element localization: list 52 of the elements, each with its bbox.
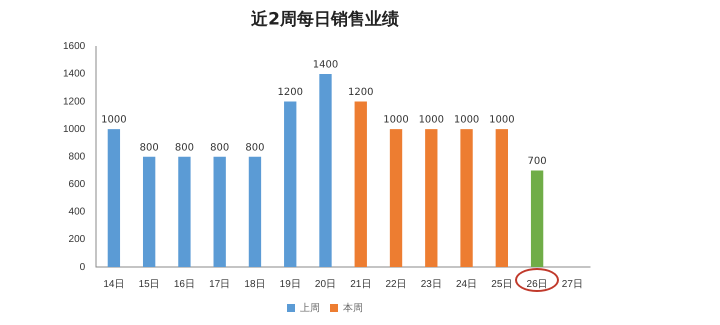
x-tick-label: 14日 <box>103 278 124 290</box>
x-tick-label: 23日 <box>420 278 442 290</box>
x-tick-label: 20日 <box>314 278 336 290</box>
x-tick-label: 26日 <box>526 278 548 290</box>
data-label: 1400 <box>312 60 338 71</box>
bar <box>248 156 262 267</box>
bar <box>390 129 402 267</box>
legend-label: 上周 <box>300 302 320 314</box>
x-tick-label: 17日 <box>209 278 230 290</box>
bar <box>354 102 367 267</box>
x-tick-label: 16日 <box>174 278 195 290</box>
data-label: 800 <box>140 142 159 154</box>
bar <box>214 156 226 267</box>
data-label: 1000 <box>418 114 444 126</box>
x-tick-label: 15日 <box>138 278 160 290</box>
bar <box>142 156 156 267</box>
x-tick-label: 18日 <box>244 278 266 290</box>
data-label: 700 <box>528 156 547 168</box>
bar <box>460 129 473 267</box>
data-label: 800 <box>245 142 264 154</box>
x-tick-label: 22日 <box>385 278 407 290</box>
x-tick-label: 19日 <box>280 278 301 290</box>
bar <box>530 170 544 267</box>
bar <box>108 129 120 267</box>
data-label: 800 <box>210 142 230 154</box>
bar <box>496 129 508 267</box>
bar <box>178 156 191 267</box>
y-tick-label: 1200 <box>62 96 86 108</box>
y-tick-label: 0 <box>80 262 86 273</box>
data-label: 1200 <box>277 87 303 98</box>
y-tick-label: 600 <box>68 179 86 190</box>
y-tick-label: 800 <box>68 151 86 162</box>
chart-title: 近2周每日销售业绩 <box>250 10 399 30</box>
data-label: 1000 <box>383 114 409 126</box>
x-tick-label: 24日 <box>456 278 478 290</box>
y-tick-label: 200 <box>68 234 86 246</box>
bar <box>319 74 332 267</box>
data-label: 1000 <box>454 114 480 126</box>
y-tick-label: 1600 <box>62 41 86 52</box>
y-tick-label: 400 <box>68 206 86 218</box>
data-label: 800 <box>174 142 194 154</box>
data-label: 1000 <box>489 114 515 126</box>
bar <box>284 102 296 267</box>
y-tick-label: 1400 <box>62 68 86 80</box>
legend-label: 本周 <box>343 302 363 314</box>
bar <box>425 129 438 267</box>
x-tick-label: 27日 <box>562 278 583 290</box>
x-tick-label: 21日 <box>350 278 372 290</box>
data-label: 1000 <box>101 114 127 126</box>
y-tick-label: 1000 <box>62 124 86 135</box>
data-label: 1200 <box>348 87 374 98</box>
x-tick-label: 25日 <box>491 278 512 290</box>
